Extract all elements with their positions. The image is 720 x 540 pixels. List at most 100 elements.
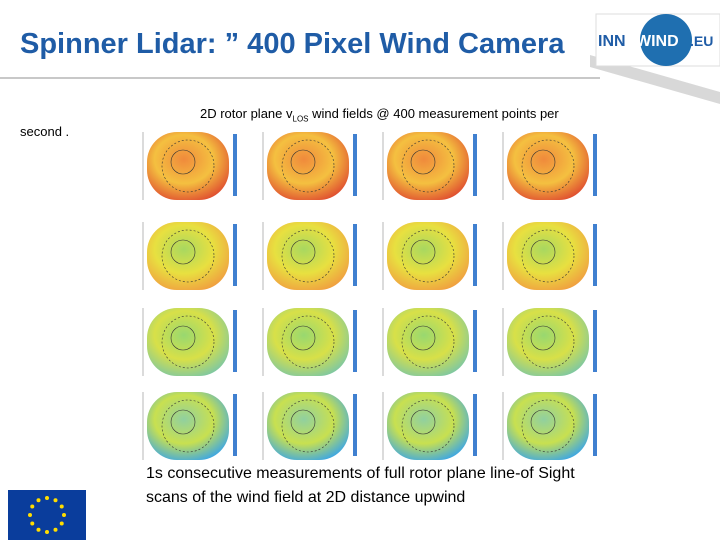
footer-line: scans of the wind field at 2D distance u… [146, 489, 466, 506]
plot-colorbar [473, 394, 477, 456]
plot-field [147, 222, 229, 290]
plot-contour [410, 149, 436, 175]
plot-contour [410, 409, 436, 435]
plot-contour [401, 399, 455, 453]
plot-contour [170, 149, 196, 175]
plot-contour [290, 149, 316, 175]
plot-colorbar [233, 394, 237, 456]
plot-field [387, 222, 469, 290]
plot-field [507, 222, 589, 290]
plot-contour [281, 229, 335, 283]
plot-contour [530, 239, 556, 265]
plot-contour [530, 409, 556, 435]
caption-text: 2D rotor plane v [200, 106, 293, 121]
plot-colorbar [233, 224, 237, 286]
star [62, 513, 66, 517]
star [30, 504, 35, 509]
plot-colorbar [593, 394, 597, 456]
plot-contour [530, 325, 556, 351]
wind-field-plot [133, 214, 245, 296]
plot-field [267, 392, 349, 460]
star [36, 527, 41, 532]
slide-title: Spinner Lidar: ” 400 Pixel Wind Camera [20, 28, 565, 60]
plot-contour [170, 325, 196, 351]
plot-contour [290, 409, 316, 435]
plot-contour [401, 229, 455, 283]
logo-eu: .EU [690, 33, 713, 49]
plot-field [387, 132, 469, 200]
wind-field-plot [133, 384, 245, 466]
plot-contour [401, 139, 455, 193]
plot-field [507, 392, 589, 460]
caption: 2D rotor plane vLOS wind fields @ 400 me… [200, 106, 559, 124]
wind-field-plot [373, 300, 485, 382]
plot-field [507, 308, 589, 376]
plot-contour [410, 239, 436, 265]
wind-field-plot [133, 124, 245, 206]
plot-contour [401, 315, 455, 369]
star [53, 527, 58, 532]
plot-colorbar [593, 134, 597, 196]
plot-contour [161, 139, 215, 193]
plot-contour [161, 315, 215, 369]
plot-colorbar [473, 134, 477, 196]
plot-contour [281, 139, 335, 193]
wind-field-plot [133, 300, 245, 382]
plot-colorbar [353, 224, 357, 286]
plot-field [147, 392, 229, 460]
caption-sub: LOS [292, 114, 309, 124]
plot-contour [281, 315, 335, 369]
wind-field-plot [253, 214, 365, 296]
caption-wrap: second . [20, 124, 70, 139]
caption-text: wind fields @ 400 measurement points per [308, 106, 559, 121]
plot-contour [161, 229, 215, 283]
plot-contour [521, 139, 575, 193]
footer-line: 1s consecutive measurements of full roto… [146, 465, 575, 482]
wind-field-plot [493, 214, 605, 296]
plot-contour [410, 325, 436, 351]
plot-colorbar [353, 310, 357, 372]
plot-field [387, 308, 469, 376]
wind-field-plot [493, 124, 605, 206]
plot-field [507, 132, 589, 200]
wind-field-plot [253, 300, 365, 382]
logo-wind: WIND [636, 33, 679, 50]
plot-field [387, 392, 469, 460]
plot-contour [170, 239, 196, 265]
plot-colorbar [233, 310, 237, 372]
wind-field-plot [493, 384, 605, 466]
plot-contour [521, 399, 575, 453]
plot-contour [281, 399, 335, 453]
star [36, 498, 41, 503]
star [59, 504, 64, 509]
plot-contour [161, 399, 215, 453]
footer-caption: 1s consecutive measurements of full roto… [146, 462, 575, 510]
logo-inn: INN [598, 33, 626, 50]
logo-circle [640, 14, 692, 66]
plot-contour [530, 149, 556, 175]
star [45, 496, 49, 500]
swoosh [590, 55, 720, 104]
plot-colorbar [353, 394, 357, 456]
plot-colorbar [473, 310, 477, 372]
plot-colorbar [593, 224, 597, 286]
plot-colorbar [353, 134, 357, 196]
star [28, 513, 32, 517]
star [59, 521, 64, 526]
plot-colorbar [473, 224, 477, 286]
plot-field [267, 308, 349, 376]
plot-contour [290, 325, 316, 351]
plot-colorbar [593, 310, 597, 372]
eu-stars [28, 496, 66, 534]
wind-field-plot [373, 124, 485, 206]
plot-field [267, 222, 349, 290]
plot-colorbar [233, 134, 237, 196]
star [30, 521, 35, 526]
wind-field-plot [493, 300, 605, 382]
plot-contour [521, 229, 575, 283]
star [45, 530, 49, 534]
plot-contour [170, 409, 196, 435]
plot-field [147, 308, 229, 376]
